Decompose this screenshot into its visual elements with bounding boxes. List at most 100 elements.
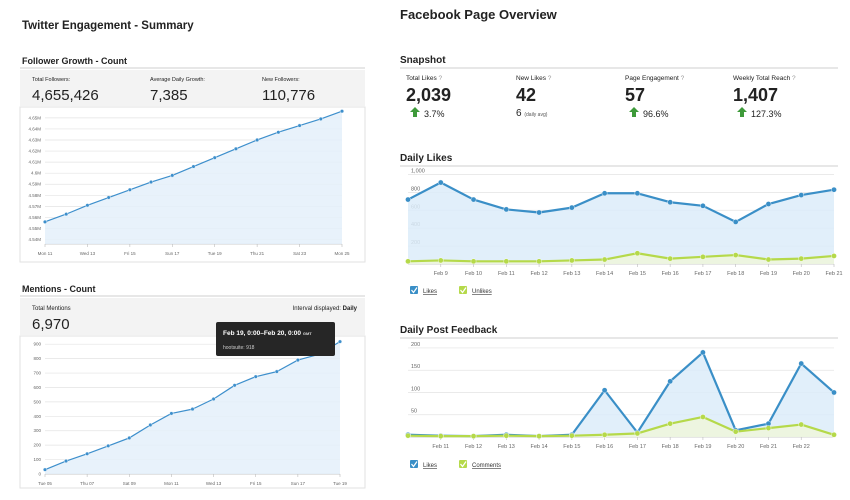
x-tick-label: Fri 15 — [124, 251, 136, 256]
y-tick-label: 1,000 — [411, 168, 425, 174]
data-point — [233, 146, 238, 151]
x-tick-label: Feb 14 — [531, 444, 548, 450]
up-arrow — [629, 107, 639, 117]
help-icon[interactable]: ? — [548, 75, 552, 82]
charts: 4.54M 4.55M 4.56M 4.57M 4.58M 4.59M 4.6M 4.61M 4… — [28, 109, 843, 486]
y-tick-label: 100 — [33, 457, 41, 462]
legend-check — [411, 287, 418, 294]
avg-value: 6 — [516, 108, 522, 119]
data-point — [831, 253, 837, 259]
y-tick-label: 4.55M — [28, 226, 41, 231]
up-arrow — [737, 107, 747, 117]
stat-value: 7,385 — [150, 87, 188, 104]
data-point — [106, 443, 111, 448]
stat-label: Total Followers: — [32, 77, 71, 83]
panel-heading: Daily Post Feedback — [400, 325, 498, 336]
data-point — [127, 187, 132, 192]
stat-value: 110,776 — [262, 87, 315, 104]
data-point — [569, 257, 575, 264]
data-point — [295, 358, 300, 363]
y-tick-label: 900 — [33, 342, 41, 347]
stat-value: 57 — [625, 85, 645, 105]
x-tick-label: Feb 10 — [465, 271, 482, 277]
y-tick-label: 4.64M — [28, 126, 41, 131]
data-point — [601, 190, 608, 197]
data-point — [253, 374, 258, 379]
legend-label[interactable]: Likes — [423, 463, 437, 469]
x-tick-label: Feb 20 — [793, 271, 810, 277]
x-tick-label: Thu 21 — [250, 251, 265, 256]
up-arrow — [410, 107, 420, 117]
y-tick-label: 4.65M — [28, 115, 41, 120]
y-tick-label: 600 — [33, 385, 41, 390]
legend-label[interactable]: Unlikes — [472, 289, 492, 295]
stat-label-text: Total Likes — [406, 75, 437, 82]
x-tick-label: Feb 17 — [629, 444, 646, 450]
x-tick-label: Feb 9 — [434, 271, 448, 277]
data-point — [274, 369, 279, 374]
section-title: Facebook Page Overview — [400, 7, 558, 22]
legend-check — [460, 461, 467, 468]
data-point — [667, 420, 673, 427]
data-point — [405, 432, 411, 439]
x-tick-label: Feb 21 — [825, 271, 842, 277]
data-point — [667, 199, 673, 206]
area — [408, 182, 834, 264]
y-tick-label: 700 — [33, 371, 41, 376]
x-tick-label: Thu 07 — [80, 481, 95, 486]
help-icon[interactable]: ? — [792, 75, 796, 82]
data-point — [503, 206, 510, 213]
x-tick-label: Tue 19 — [208, 251, 222, 256]
x-tick-label: Feb 16 — [662, 271, 679, 277]
x-tick-label: Feb 14 — [596, 271, 613, 277]
data-point — [765, 425, 772, 431]
stat-value: 42 — [516, 85, 536, 105]
data-point — [536, 258, 542, 265]
data-point — [43, 467, 48, 472]
data-point — [127, 435, 132, 440]
x-tick-label: Feb 22 — [793, 444, 810, 450]
data-point — [798, 255, 805, 262]
data-point — [634, 430, 641, 437]
data-point — [170, 173, 175, 178]
legend-label[interactable]: Comments — [472, 463, 501, 469]
data-point — [437, 257, 444, 264]
help-icon[interactable]: ? — [439, 75, 443, 82]
data-point — [64, 212, 69, 217]
y-tick-label: 200 — [411, 342, 420, 348]
x-tick-label: Feb 17 — [694, 271, 711, 277]
x-tick-label: Feb 11 — [498, 271, 515, 277]
stat-label: Average Daily Growth: — [150, 77, 205, 83]
help-icon[interactable]: ? — [681, 75, 685, 82]
panel-heading: Daily Likes — [400, 153, 453, 164]
area — [408, 352, 834, 437]
y-tick-label: 800 — [33, 356, 41, 361]
y-tick-label: 150 — [411, 364, 420, 370]
x-tick-label: Feb 11 — [432, 444, 449, 450]
panel-heading: Mentions - Count — [22, 284, 96, 294]
data-point — [191, 164, 196, 169]
y-tick-label: 4.63M — [28, 137, 41, 142]
legend-label[interactable]: Likes — [423, 289, 437, 295]
panel-heading: Snapshot — [400, 55, 446, 66]
y-tick-label: 4.59M — [28, 182, 41, 187]
data-point — [64, 459, 69, 464]
stat-label: Total Likes ? — [406, 75, 443, 82]
x-tick-label: Feb 18 — [662, 444, 679, 450]
tooltip-box — [216, 322, 335, 356]
data-point — [470, 433, 477, 439]
y-tick-label: 50 — [411, 409, 417, 415]
x-tick-label: Fri 15 — [250, 481, 262, 486]
data-point — [831, 389, 837, 396]
area — [45, 111, 342, 245]
data-point — [831, 186, 837, 193]
stat-label: New Followers: — [262, 77, 300, 83]
data-point — [634, 250, 641, 257]
data-point — [634, 190, 641, 197]
x-tick-label: Sun 17 — [165, 251, 180, 256]
stats-box — [20, 70, 365, 106]
data-point — [667, 378, 673, 385]
data-point — [106, 195, 111, 200]
x-tick-label: Feb 19 — [694, 444, 711, 450]
